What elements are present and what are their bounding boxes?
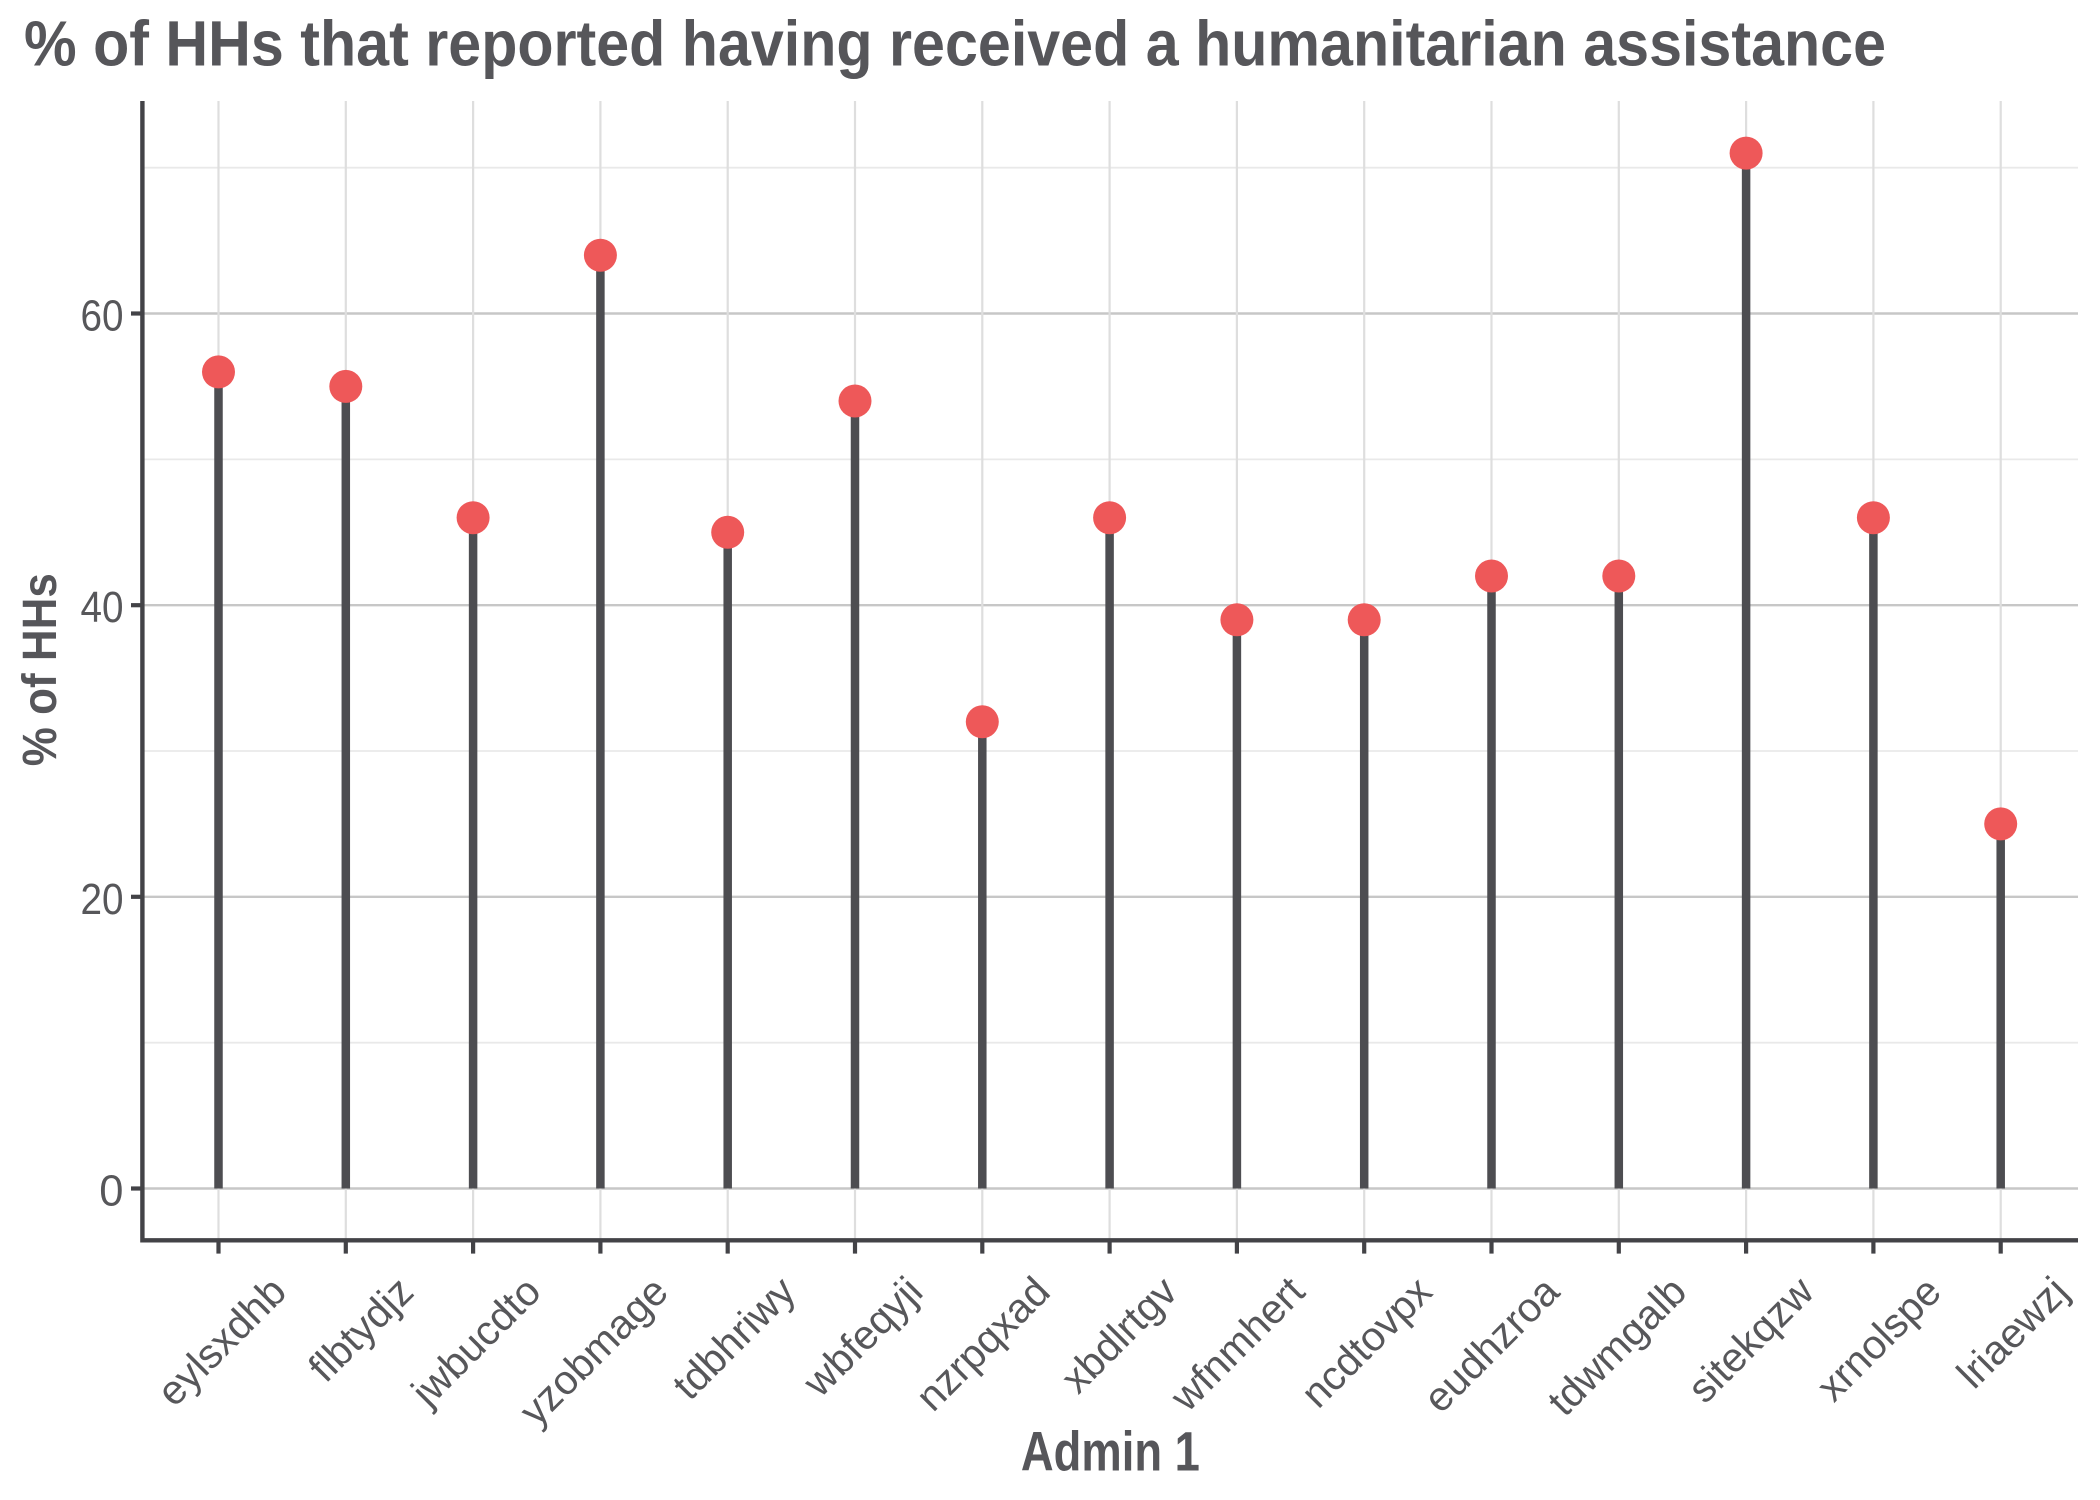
svg-text:0: 0 — [99, 1168, 123, 1216]
svg-text:20: 20 — [81, 876, 124, 924]
svg-text:60: 60 — [81, 293, 124, 341]
svg-text:40: 40 — [81, 584, 124, 632]
svg-text:% of HHs: % of HHs — [14, 573, 67, 766]
svg-text:% of HHs that reported having: % of HHs that reported having received a… — [24, 8, 1886, 80]
svg-text:Admin 1: Admin 1 — [1021, 1419, 1200, 1482]
